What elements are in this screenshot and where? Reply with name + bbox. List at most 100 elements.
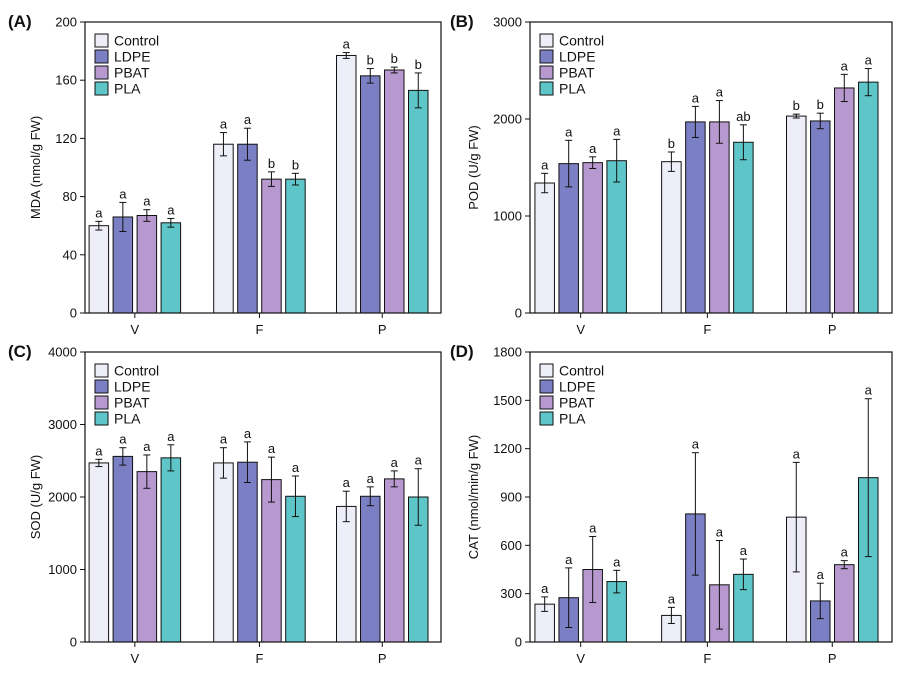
- significance-letter: a: [541, 157, 549, 172]
- significance-letter: ab: [736, 109, 750, 124]
- significance-letter: a: [589, 141, 597, 156]
- panel-label: (D): [450, 342, 474, 361]
- significance-letter: b: [668, 136, 675, 151]
- bar-ldpe-f: [237, 143, 258, 314]
- bar-pbat-p: [834, 564, 855, 643]
- bar-pla-f: [733, 141, 754, 314]
- significance-letter: a: [415, 453, 423, 468]
- panel-a: (A) MDA (nmol/g FW) 0 40 80 120 160 200 a a a a Va a b…: [8, 12, 442, 337]
- x-tick-label: P: [378, 322, 387, 337]
- y-tick-label: 300: [500, 586, 522, 601]
- legend-label-pbat: PBAT: [114, 65, 150, 81]
- plot-frame: [529, 21, 893, 314]
- bar-ldpe-p: [360, 495, 381, 643]
- significance-letter: a: [167, 429, 175, 444]
- significance-letter: a: [692, 90, 700, 105]
- x-tick-label: F: [703, 322, 711, 337]
- y-axis-title: CAT (nmol/min/g FW): [466, 435, 481, 559]
- significance-letter: b: [391, 51, 398, 66]
- legend-label-ldpe: LDPE: [114, 379, 151, 395]
- panel-label: (A): [8, 12, 32, 31]
- x-tick-label: V: [576, 322, 585, 337]
- legend-label-control: Control: [559, 33, 604, 49]
- x-tick-label: F: [255, 322, 263, 337]
- legend-label-pla: PLA: [559, 81, 586, 97]
- y-tick-label: 1200: [493, 441, 522, 456]
- significance-letter: a: [343, 475, 351, 490]
- bar-pbat-v: [136, 471, 158, 643]
- bar-control-p: [336, 505, 357, 643]
- legend-swatch-control: [94, 33, 109, 48]
- y-tick-label: 4000: [48, 345, 77, 360]
- legend-label-pla: PLA: [114, 81, 141, 97]
- y-tick-label: 0: [515, 635, 522, 650]
- legend-label-control: Control: [114, 363, 159, 379]
- y-tick-label: 900: [500, 490, 522, 505]
- legend-swatch-ldpe: [539, 49, 554, 64]
- bar-pla-v: [606, 160, 627, 314]
- legend-swatch-pla: [539, 411, 554, 426]
- y-tick-label: 3000: [493, 15, 522, 30]
- x-tick-label: P: [828, 651, 837, 666]
- y-tick-label: 1800: [493, 345, 522, 360]
- legend-swatch-ldpe: [94, 379, 109, 394]
- significance-letter: a: [343, 37, 351, 52]
- panel-label: (C): [8, 342, 32, 361]
- bar-ldpe-v: [112, 455, 134, 643]
- y-tick-label: 2000: [493, 112, 522, 127]
- bar-ldpe-p: [810, 120, 831, 314]
- y-tick-label: 0: [515, 306, 522, 321]
- significance-letter: a: [391, 455, 399, 470]
- legend-label-ldpe: LDPE: [559, 49, 596, 65]
- legend-swatch-pbat: [539, 395, 554, 410]
- y-tick-label: 600: [500, 538, 522, 553]
- legend-swatch-pla: [94, 411, 109, 426]
- legend-label-pla: PLA: [559, 411, 586, 427]
- panel-c: (C) SOD (U/g FW) 0 1000 2000 3000 4000 a a a a Va a a…: [8, 342, 442, 666]
- bar-pbat-f: [709, 121, 730, 314]
- bar-control-v: [88, 462, 110, 643]
- significance-letter: a: [244, 426, 252, 441]
- y-tick-label: 160: [55, 73, 77, 88]
- legend-label-pbat: PBAT: [114, 395, 150, 411]
- significance-letter: a: [95, 443, 103, 458]
- legend-swatch-ldpe: [94, 49, 109, 64]
- bar-control-p: [786, 115, 807, 314]
- significance-letter: a: [841, 58, 849, 73]
- significance-letter: a: [668, 591, 676, 606]
- significance-letter: a: [865, 53, 873, 68]
- bar-control-f: [213, 462, 234, 643]
- panel-label: (B): [450, 12, 474, 31]
- significance-letter: b: [367, 53, 374, 68]
- bar-ldpe-p: [360, 75, 381, 314]
- legend-swatch-control: [94, 363, 109, 378]
- y-axis-title: MDA (nmol/g FW): [28, 116, 43, 219]
- legend-label-pla: PLA: [114, 411, 141, 427]
- y-tick-label: 0: [70, 635, 77, 650]
- plot-frame: [84, 351, 442, 643]
- significance-letter: a: [167, 202, 175, 217]
- significance-letter: a: [220, 117, 228, 132]
- bar-pbat-v: [136, 215, 158, 314]
- legend-swatch-pbat: [94, 65, 109, 80]
- legend-label-control: Control: [559, 363, 604, 379]
- y-tick-label: 200: [55, 15, 77, 30]
- bar-pla-v: [160, 222, 182, 314]
- y-tick-label: 3000: [48, 417, 77, 432]
- plot-frame: [84, 21, 442, 314]
- y-tick-label: 40: [63, 247, 77, 262]
- significance-letter: a: [292, 460, 300, 475]
- legend-swatch-ldpe: [539, 379, 554, 394]
- panel-d: (D) CAT (nmol/min/g FW) 0 300 600 900 1200 1500…: [450, 342, 893, 666]
- y-tick-label: 1000: [493, 209, 522, 224]
- significance-letter: a: [613, 554, 621, 569]
- bar-pla-f: [285, 495, 306, 643]
- significance-letter: a: [793, 446, 801, 461]
- bar-pbat-p: [834, 87, 855, 314]
- significance-letter: a: [692, 437, 700, 452]
- significance-letter: a: [119, 186, 127, 201]
- y-axis-title: SOD (U/g FW): [28, 455, 43, 540]
- significance-letter: a: [716, 525, 724, 540]
- significance-letter: a: [716, 85, 724, 100]
